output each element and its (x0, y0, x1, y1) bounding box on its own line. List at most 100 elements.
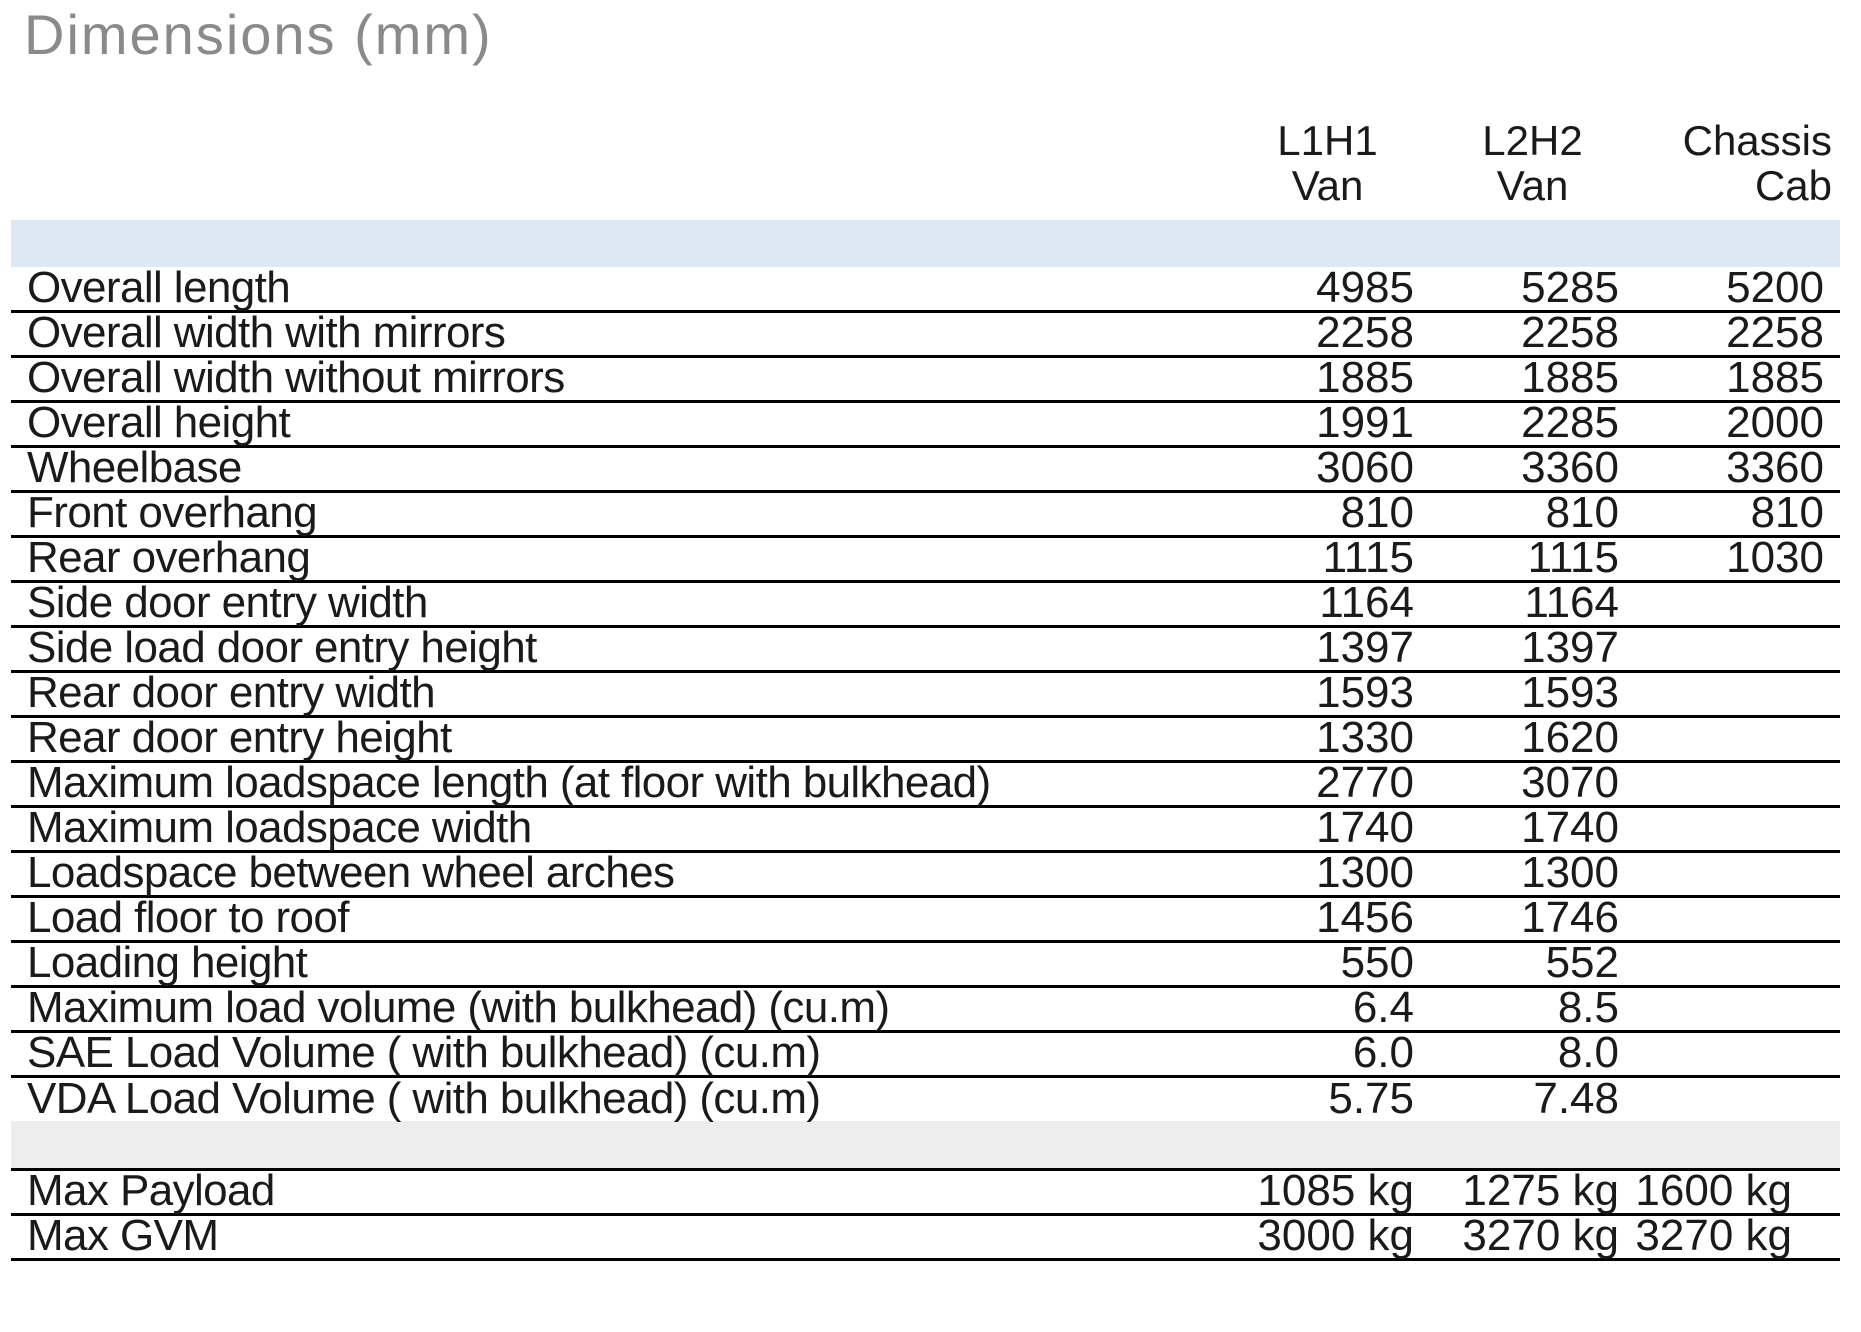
cell-l2h2-van: 552 (1545, 938, 1619, 987)
cell-l2h2-van: 2285 (1521, 398, 1619, 447)
cell-chassis-cab: 1885 (1726, 353, 1824, 402)
cell-l1h1-van: 1593 (1316, 668, 1414, 717)
cell-l1h1-van: 1397 (1316, 623, 1414, 672)
row-label: Overall length (27, 263, 291, 312)
cell-l2h2-van: 8.5 (1557, 983, 1619, 1032)
table-row: Wheelbase 3060 3360 3360 (11, 443, 1840, 492)
column-header-line: Van (1291, 162, 1364, 209)
row-label: SAE Load Volume ( with bulkhead) (cu.m) (27, 1028, 821, 1077)
cell-l2h2-van: 1885 (1521, 353, 1619, 402)
row-label: Maximum loadspace length (at floor with … (27, 758, 991, 807)
cell-chassis-cab (1635, 807, 1840, 852)
table-row: Overall width with mirrors 2258 2258 225… (11, 308, 1840, 357)
cell-chassis-cab: 1030 (1726, 533, 1824, 582)
table-row: Max Payload 1085 kg 1275 kg 1600 kg (11, 1165, 1840, 1215)
cell-l2h2-van: 1620 (1521, 713, 1619, 762)
row-label: Load floor to roof (27, 893, 349, 942)
table-row: Maximum loadspace width 1740 1740 (11, 803, 1840, 852)
cell-l2h2-van: 3270 kg (1462, 1210, 1619, 1260)
cell-l2h2-van: 1740 (1521, 803, 1619, 852)
cell-chassis-cab: 2000 (1726, 398, 1824, 447)
cell-chassis-cab: 5200 (1726, 263, 1824, 312)
row-label: Rear door entry width (27, 668, 436, 717)
row-label: Overall width with mirrors (27, 308, 506, 357)
column-header-line: Van (1496, 162, 1569, 209)
cell-l2h2-van: 1746 (1521, 893, 1619, 942)
table-row: VDA Load Volume ( with bulkhead) (cu.m) … (11, 1077, 1840, 1122)
cell-chassis-cab (1635, 852, 1840, 897)
dimensions-table: L1H1 Van L2H2 Van Chassis Cab Overall lengt… (11, 110, 1840, 1261)
cell-l1h1-van: 6.0 (1352, 1028, 1414, 1077)
row-label: Max GVM (27, 1210, 219, 1260)
table-row: Maximum loadspace length (at floor with … (11, 758, 1840, 807)
row-label: Max Payload (27, 1165, 275, 1215)
row-label: Side door entry width (27, 578, 428, 627)
cell-l2h2-van: 1115 (1527, 533, 1619, 582)
dimension-rows: Overall length 4985 5285 5200 Overall wi… (11, 263, 1840, 1122)
table-row: Loading height 550 552 (11, 938, 1840, 987)
page-title: Dimensions (mm) (24, 3, 493, 66)
table-row: Loadspace between wheel arches 1300 1300 (11, 848, 1840, 897)
column-header-row: L1H1 Van L2H2 Van Chassis Cab (11, 110, 1840, 220)
cell-chassis-cab: 1600 kg (1635, 1165, 1792, 1215)
column-header-l2h2-van: L2H2 Van (1430, 110, 1635, 220)
cell-l1h1-van: 1885 (1316, 353, 1414, 402)
cell-l2h2-van: 5285 (1521, 263, 1619, 312)
cell-chassis-cab (1635, 717, 1840, 762)
cell-chassis-cab (1635, 942, 1840, 987)
gray-band (11, 1121, 1840, 1169)
table-header: L1H1 Van L2H2 Van Chassis Cab (11, 110, 1840, 267)
cell-l2h2-van: 8.0 (1557, 1028, 1619, 1077)
cell-chassis-cab (1635, 987, 1840, 1032)
column-header-line: L1H1 (1277, 117, 1378, 164)
cell-chassis-cab: 3360 (1726, 443, 1824, 492)
row-label: Maximum load volume (with bulkhead) (cu.… (27, 983, 890, 1032)
cell-chassis-cab (1635, 1032, 1840, 1077)
payload-rows: Max Payload 1085 kg 1275 kg 1600 kg Max … (11, 1165, 1840, 1260)
cell-l2h2-van: 3070 (1521, 758, 1619, 807)
table-row: Max GVM 3000 kg 3270 kg 3270 kg (11, 1210, 1840, 1260)
cell-l1h1-van: 2770 (1316, 758, 1414, 807)
cell-chassis-cab: 2258 (1726, 308, 1824, 357)
cell-chassis-cab (1635, 627, 1840, 672)
cell-l1h1-van: 1300 (1316, 848, 1414, 897)
cell-l2h2-van: 1164 (1524, 578, 1619, 627)
table-row: Overall width without mirrors 1885 1885 … (11, 353, 1840, 402)
column-header-line: Cab (1754, 162, 1832, 209)
cell-chassis-cab (1635, 672, 1840, 717)
cell-l1h1-van: 5.75 (1328, 1074, 1414, 1123)
blue-band (11, 220, 1840, 267)
row-label: Side load door entry height (27, 623, 537, 672)
table-row: Overall height 1991 2285 2000 (11, 398, 1840, 447)
cell-l1h1-van: 1164 (1319, 578, 1414, 627)
cell-l1h1-van: 1456 (1316, 893, 1414, 942)
cell-l1h1-van: 6.4 (1352, 983, 1414, 1032)
cell-l1h1-van: 4985 (1316, 263, 1414, 312)
row-label: Maximum loadspace width (27, 803, 532, 852)
cell-l2h2-van: 3360 (1521, 443, 1619, 492)
cell-l1h1-van: 1330 (1316, 713, 1414, 762)
row-label: Overall height (27, 398, 291, 447)
table-row: Rear overhang 1115 1115 1030 (11, 533, 1840, 582)
cell-l2h2-van: 7.48 (1533, 1074, 1619, 1123)
cell-chassis-cab (1635, 897, 1840, 942)
row-label: Loading height (27, 938, 308, 987)
header-separator-band (11, 220, 1840, 267)
cell-l1h1-van: 1740 (1316, 803, 1414, 852)
row-label: Front overhang (27, 488, 318, 537)
cell-chassis-cab: 810 (1750, 488, 1824, 537)
cell-l2h2-van: 2258 (1521, 308, 1619, 357)
cell-l1h1-van: 3000 kg (1257, 1210, 1414, 1260)
table-row: Maximum load volume (with bulkhead) (cu.… (11, 983, 1840, 1032)
table-row: Load floor to roof 1456 1746 (11, 893, 1840, 942)
column-header-empty (11, 110, 1225, 220)
cell-l1h1-van: 1085 kg (1257, 1165, 1414, 1215)
cell-chassis-cab (1635, 1077, 1840, 1122)
cell-l1h1-van: 1991 (1316, 398, 1414, 447)
column-header-chassis-cab: Chassis Cab (1635, 110, 1840, 220)
table-row: Overall length 4985 5285 5200 (11, 263, 1840, 312)
row-label: Wheelbase (27, 443, 242, 492)
cell-l1h1-van: 3060 (1316, 443, 1414, 492)
cell-l2h2-van: 1300 (1521, 848, 1619, 897)
row-label: Rear door entry height (27, 713, 452, 762)
